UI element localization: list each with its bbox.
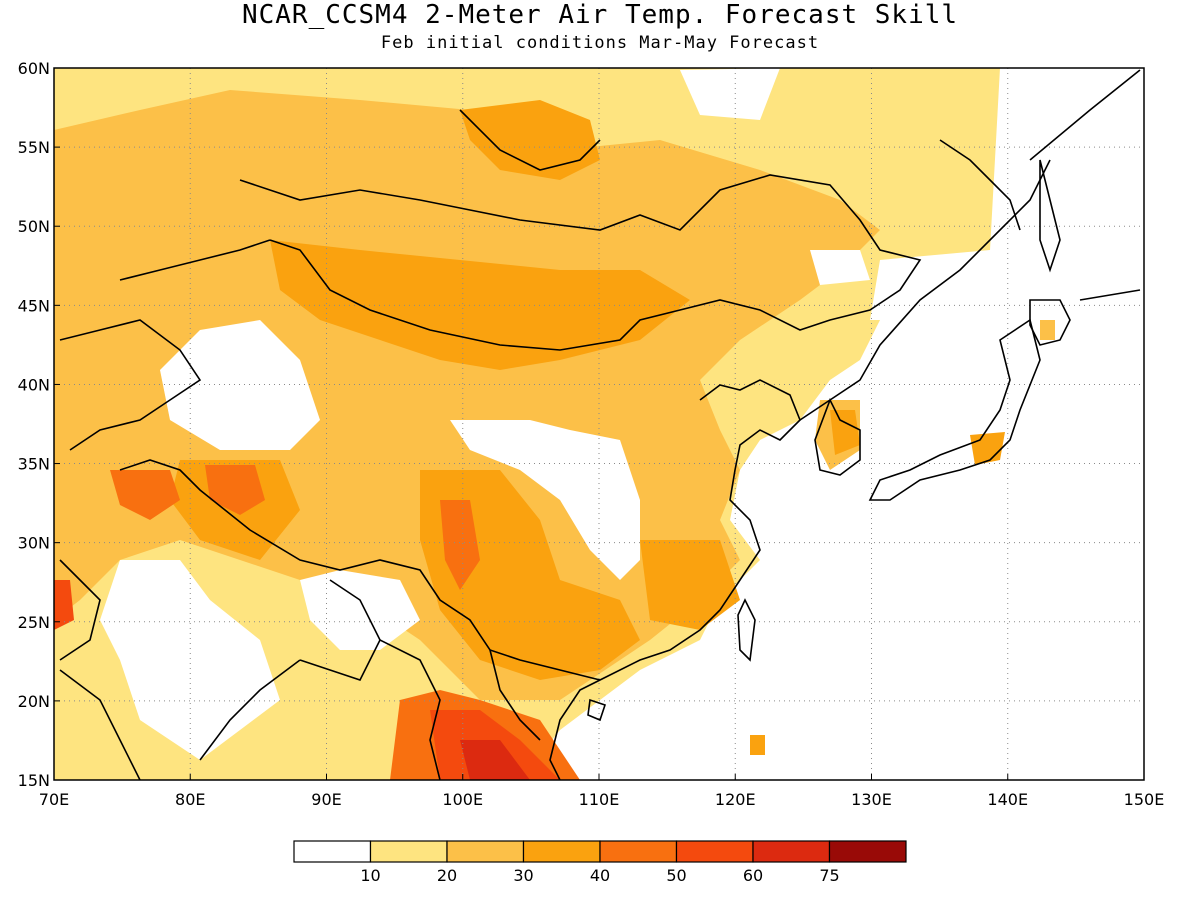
low-skill-patch: [300, 570, 420, 650]
latitude-labels: 60N 55N 50N 45N 40N 35N 30N 25N 20N 15N: [18, 59, 60, 790]
skill-shading: [54, 68, 1144, 780]
shade-level-3: [460, 100, 600, 180]
shade-level-4: [205, 465, 265, 515]
shade-level-5: [54, 580, 74, 630]
lat-tick-label: 40N: [18, 375, 50, 394]
lon-tick-label: 80E: [175, 790, 205, 809]
political-borders: [59, 109, 922, 781]
colorbar-label: 40: [590, 866, 610, 885]
lon-tick-label: 120E: [715, 790, 756, 809]
lon-tick-label: 70E: [39, 790, 69, 809]
colorbar-swatch: [675, 840, 754, 863]
lat-tick-label: 20N: [18, 692, 50, 711]
shade-level-3: [830, 410, 860, 455]
lon-tick-label: 110E: [579, 790, 620, 809]
colorbar-label: 20: [437, 866, 457, 885]
lat-tick-label: 60N: [18, 59, 50, 78]
colorbar-label: 10: [360, 866, 380, 885]
gridlines: [54, 68, 1144, 780]
colorbar-swatch: [293, 840, 372, 863]
colorbar-label: 60: [743, 866, 763, 885]
colorbar: 10 20 30 40 50 60 75: [293, 840, 907, 885]
colorbar-swatch: [828, 840, 907, 863]
low-skill-patch: [870, 250, 1000, 320]
lat-tick-label: 30N: [18, 534, 50, 553]
longitude-labels: 70E 80E 90E 100E 110E 120E 130E 140E 150E: [39, 774, 1165, 809]
lon-tick-label: 100E: [442, 790, 483, 809]
low-skill-patch: [100, 560, 280, 760]
low-skill-patch: [450, 420, 640, 580]
colorbar-label: 30: [513, 866, 533, 885]
lon-tick-label: 150E: [1124, 790, 1165, 809]
colorbar-swatch: [599, 840, 678, 863]
shade-level-3: [750, 735, 765, 755]
shade-level-6: [460, 740, 530, 780]
colorbar-label: 50: [666, 866, 686, 885]
low-skill-patch: [160, 320, 320, 450]
lon-tick-label: 140E: [987, 790, 1028, 809]
low-skill-patch: [810, 250, 870, 285]
lon-tick-label: 90E: [311, 790, 341, 809]
shade-level-2: [1040, 320, 1055, 340]
lon-tick-label: 130E: [851, 790, 892, 809]
colorbar-swatch: [446, 840, 525, 863]
colorbar-label: 75: [819, 866, 839, 885]
lat-tick-label: 35N: [18, 455, 50, 474]
shade-level-3: [640, 540, 740, 630]
lat-tick-label: 25N: [18, 613, 50, 632]
shade-level-4: [110, 470, 180, 520]
colorbar-swatch: [752, 840, 831, 863]
colorbar-swatch: [522, 840, 601, 863]
lat-tick-label: 50N: [18, 217, 50, 236]
lat-tick-label: 45N: [18, 296, 50, 315]
low-skill-patch: [680, 68, 780, 120]
map-subtitle: Feb initial conditions Mar-May Forecast: [380, 33, 820, 53]
coastlines: [549, 69, 1141, 781]
shade-level-4: [440, 500, 480, 590]
lat-tick-label: 15N: [18, 771, 50, 790]
colorbar-swatch: [369, 840, 448, 863]
map-title: NCAR_CCSM4 2-Meter Air Temp. Forecast Sk…: [241, 0, 959, 30]
lat-tick-label: 55N: [18, 138, 50, 157]
